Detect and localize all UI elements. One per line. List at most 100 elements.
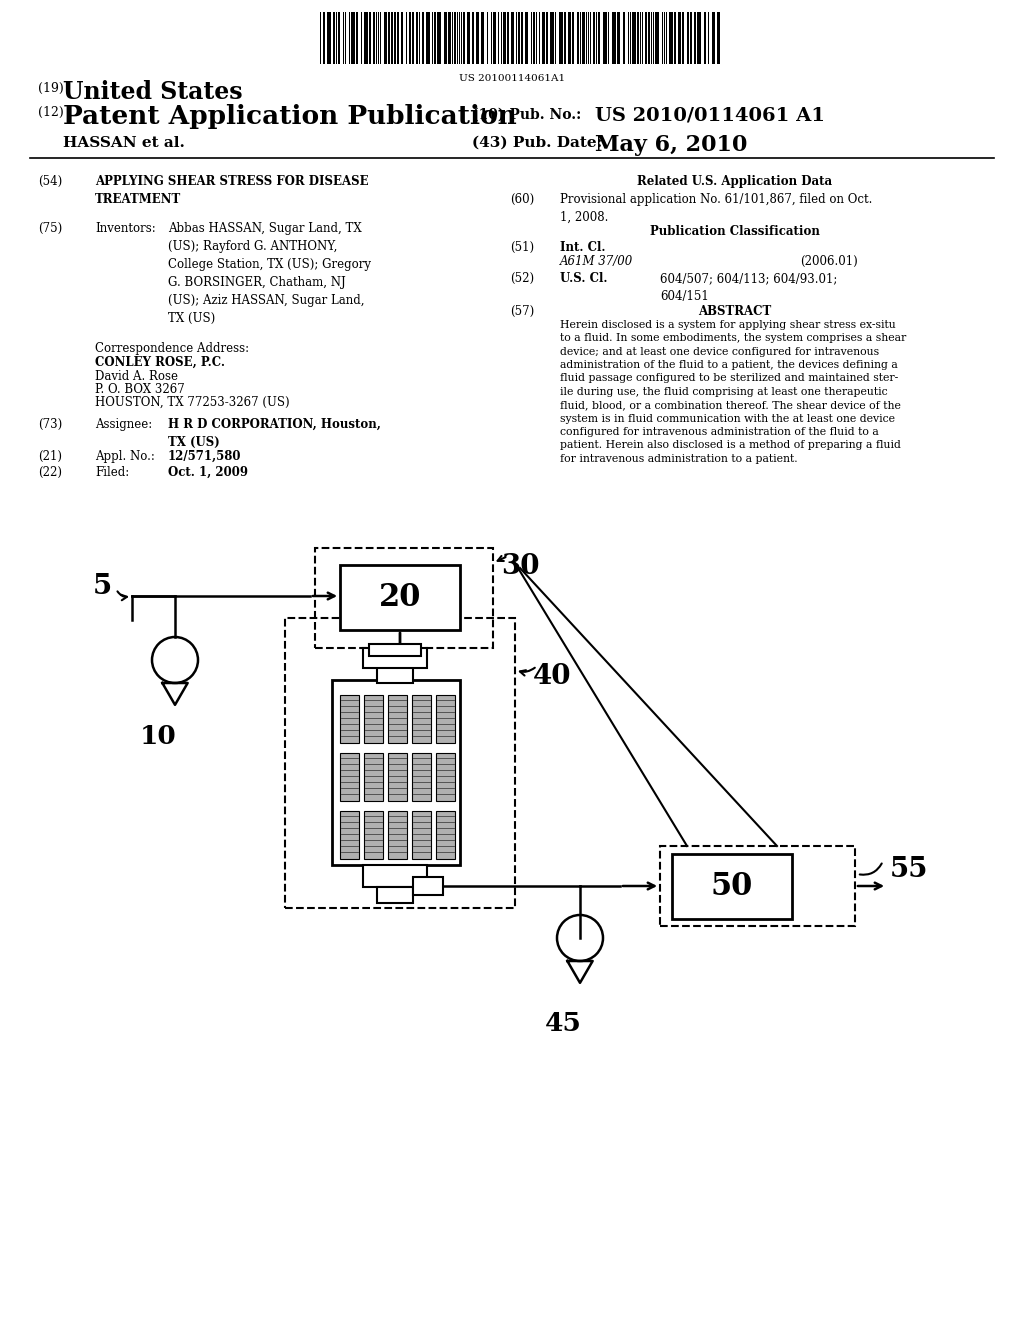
Bar xyxy=(377,648,413,682)
Bar xyxy=(340,696,359,743)
Bar xyxy=(436,810,455,859)
Text: (57): (57) xyxy=(510,305,535,318)
Text: US 2010/0114061 A1: US 2010/0114061 A1 xyxy=(595,106,825,124)
Bar xyxy=(612,12,616,63)
Bar xyxy=(327,12,331,63)
Bar xyxy=(364,810,383,859)
Bar xyxy=(534,12,535,63)
Bar xyxy=(369,12,371,63)
Bar xyxy=(356,12,358,63)
Text: United States: United States xyxy=(63,81,243,104)
Text: 10: 10 xyxy=(140,723,177,748)
Text: Herein disclosed is a system for applying shear stress ex-situ
to a fluid. In so: Herein disclosed is a system for applyin… xyxy=(560,319,906,463)
Text: 5: 5 xyxy=(93,573,113,601)
Bar xyxy=(454,12,456,63)
Bar xyxy=(422,12,424,63)
Bar xyxy=(617,12,620,63)
Bar xyxy=(550,12,554,63)
Bar xyxy=(717,12,720,63)
Text: 50: 50 xyxy=(711,871,753,902)
Bar xyxy=(582,12,585,63)
Bar xyxy=(672,854,792,919)
Text: (51): (51) xyxy=(510,242,535,253)
Bar xyxy=(712,12,715,63)
Bar xyxy=(388,696,407,743)
Bar xyxy=(694,12,696,63)
Bar xyxy=(697,12,701,63)
Bar xyxy=(577,12,579,63)
Bar xyxy=(351,12,355,63)
Text: A61M 37/00: A61M 37/00 xyxy=(560,255,633,268)
Text: (52): (52) xyxy=(510,272,535,285)
Bar xyxy=(481,12,484,63)
Bar xyxy=(648,12,650,63)
Bar xyxy=(412,752,431,801)
Text: P. O. BOX 3267: P. O. BOX 3267 xyxy=(95,383,184,396)
Bar xyxy=(412,12,414,63)
Bar xyxy=(437,12,441,63)
Text: CONLEY ROSE, P.C.: CONLEY ROSE, P.C. xyxy=(95,356,225,370)
Text: (19): (19) xyxy=(38,82,63,95)
Bar xyxy=(285,618,515,908)
Bar xyxy=(377,887,413,903)
Bar xyxy=(333,12,335,63)
Text: Inventors:: Inventors: xyxy=(95,222,156,235)
Text: (2006.01): (2006.01) xyxy=(800,255,858,268)
Text: 12/571,580: 12/571,580 xyxy=(168,450,242,463)
Text: ABSTRACT: ABSTRACT xyxy=(698,305,772,318)
Text: (12): (12) xyxy=(38,106,63,119)
Bar xyxy=(332,680,460,865)
Text: HOUSTON, TX 77253-3267 (US): HOUSTON, TX 77253-3267 (US) xyxy=(95,396,290,409)
Bar xyxy=(340,810,359,859)
Bar xyxy=(463,12,465,63)
Bar xyxy=(568,12,571,63)
Bar xyxy=(364,12,368,63)
Bar xyxy=(660,846,855,927)
Bar xyxy=(472,12,474,63)
Bar xyxy=(388,12,390,63)
Bar xyxy=(413,876,443,895)
Bar xyxy=(476,12,479,63)
Text: Related U.S. Application Data: Related U.S. Application Data xyxy=(637,176,833,187)
Text: (22): (22) xyxy=(38,466,62,479)
Text: (54): (54) xyxy=(38,176,62,187)
Bar xyxy=(444,12,447,63)
Bar xyxy=(436,752,455,801)
Text: Appl. No.:: Appl. No.: xyxy=(95,450,155,463)
Text: Correspondence Address:: Correspondence Address: xyxy=(95,342,249,355)
Bar xyxy=(467,12,470,63)
Bar xyxy=(678,12,681,63)
Bar xyxy=(572,12,574,63)
Text: (75): (75) xyxy=(38,222,62,235)
Text: Filed:: Filed: xyxy=(95,466,129,479)
Bar xyxy=(384,12,387,63)
Text: APPLYING SHEAR STRESS FOR DISEASE
TREATMENT: APPLYING SHEAR STRESS FOR DISEASE TREATM… xyxy=(95,176,369,206)
Text: (43) Pub. Date:: (43) Pub. Date: xyxy=(472,136,602,150)
Bar xyxy=(388,810,407,859)
Text: Oct. 1, 2009: Oct. 1, 2009 xyxy=(168,466,248,479)
Text: Provisional application No. 61/101,867, filed on Oct.
1, 2008.: Provisional application No. 61/101,867, … xyxy=(560,193,872,224)
Text: (73): (73) xyxy=(38,418,62,432)
Text: May 6, 2010: May 6, 2010 xyxy=(595,135,748,156)
Bar xyxy=(323,12,325,63)
Bar xyxy=(315,548,493,648)
Text: (60): (60) xyxy=(510,193,535,206)
Text: HASSAN et al.: HASSAN et al. xyxy=(63,136,185,150)
Text: (21): (21) xyxy=(38,450,62,463)
Bar xyxy=(436,696,455,743)
Text: US 20100114061A1: US 20100114061A1 xyxy=(459,74,565,83)
Bar xyxy=(546,12,548,63)
Bar xyxy=(493,12,496,63)
Bar xyxy=(391,12,393,63)
Text: Assignee:: Assignee: xyxy=(95,418,153,432)
Bar xyxy=(503,12,506,63)
Bar xyxy=(369,644,421,656)
Bar xyxy=(449,12,451,63)
Bar xyxy=(559,12,563,63)
Text: Patent Application Publication: Patent Application Publication xyxy=(63,104,517,129)
Bar xyxy=(669,12,673,63)
Bar xyxy=(687,12,689,63)
Bar xyxy=(340,752,359,801)
Bar xyxy=(655,12,659,63)
Bar xyxy=(412,810,431,859)
